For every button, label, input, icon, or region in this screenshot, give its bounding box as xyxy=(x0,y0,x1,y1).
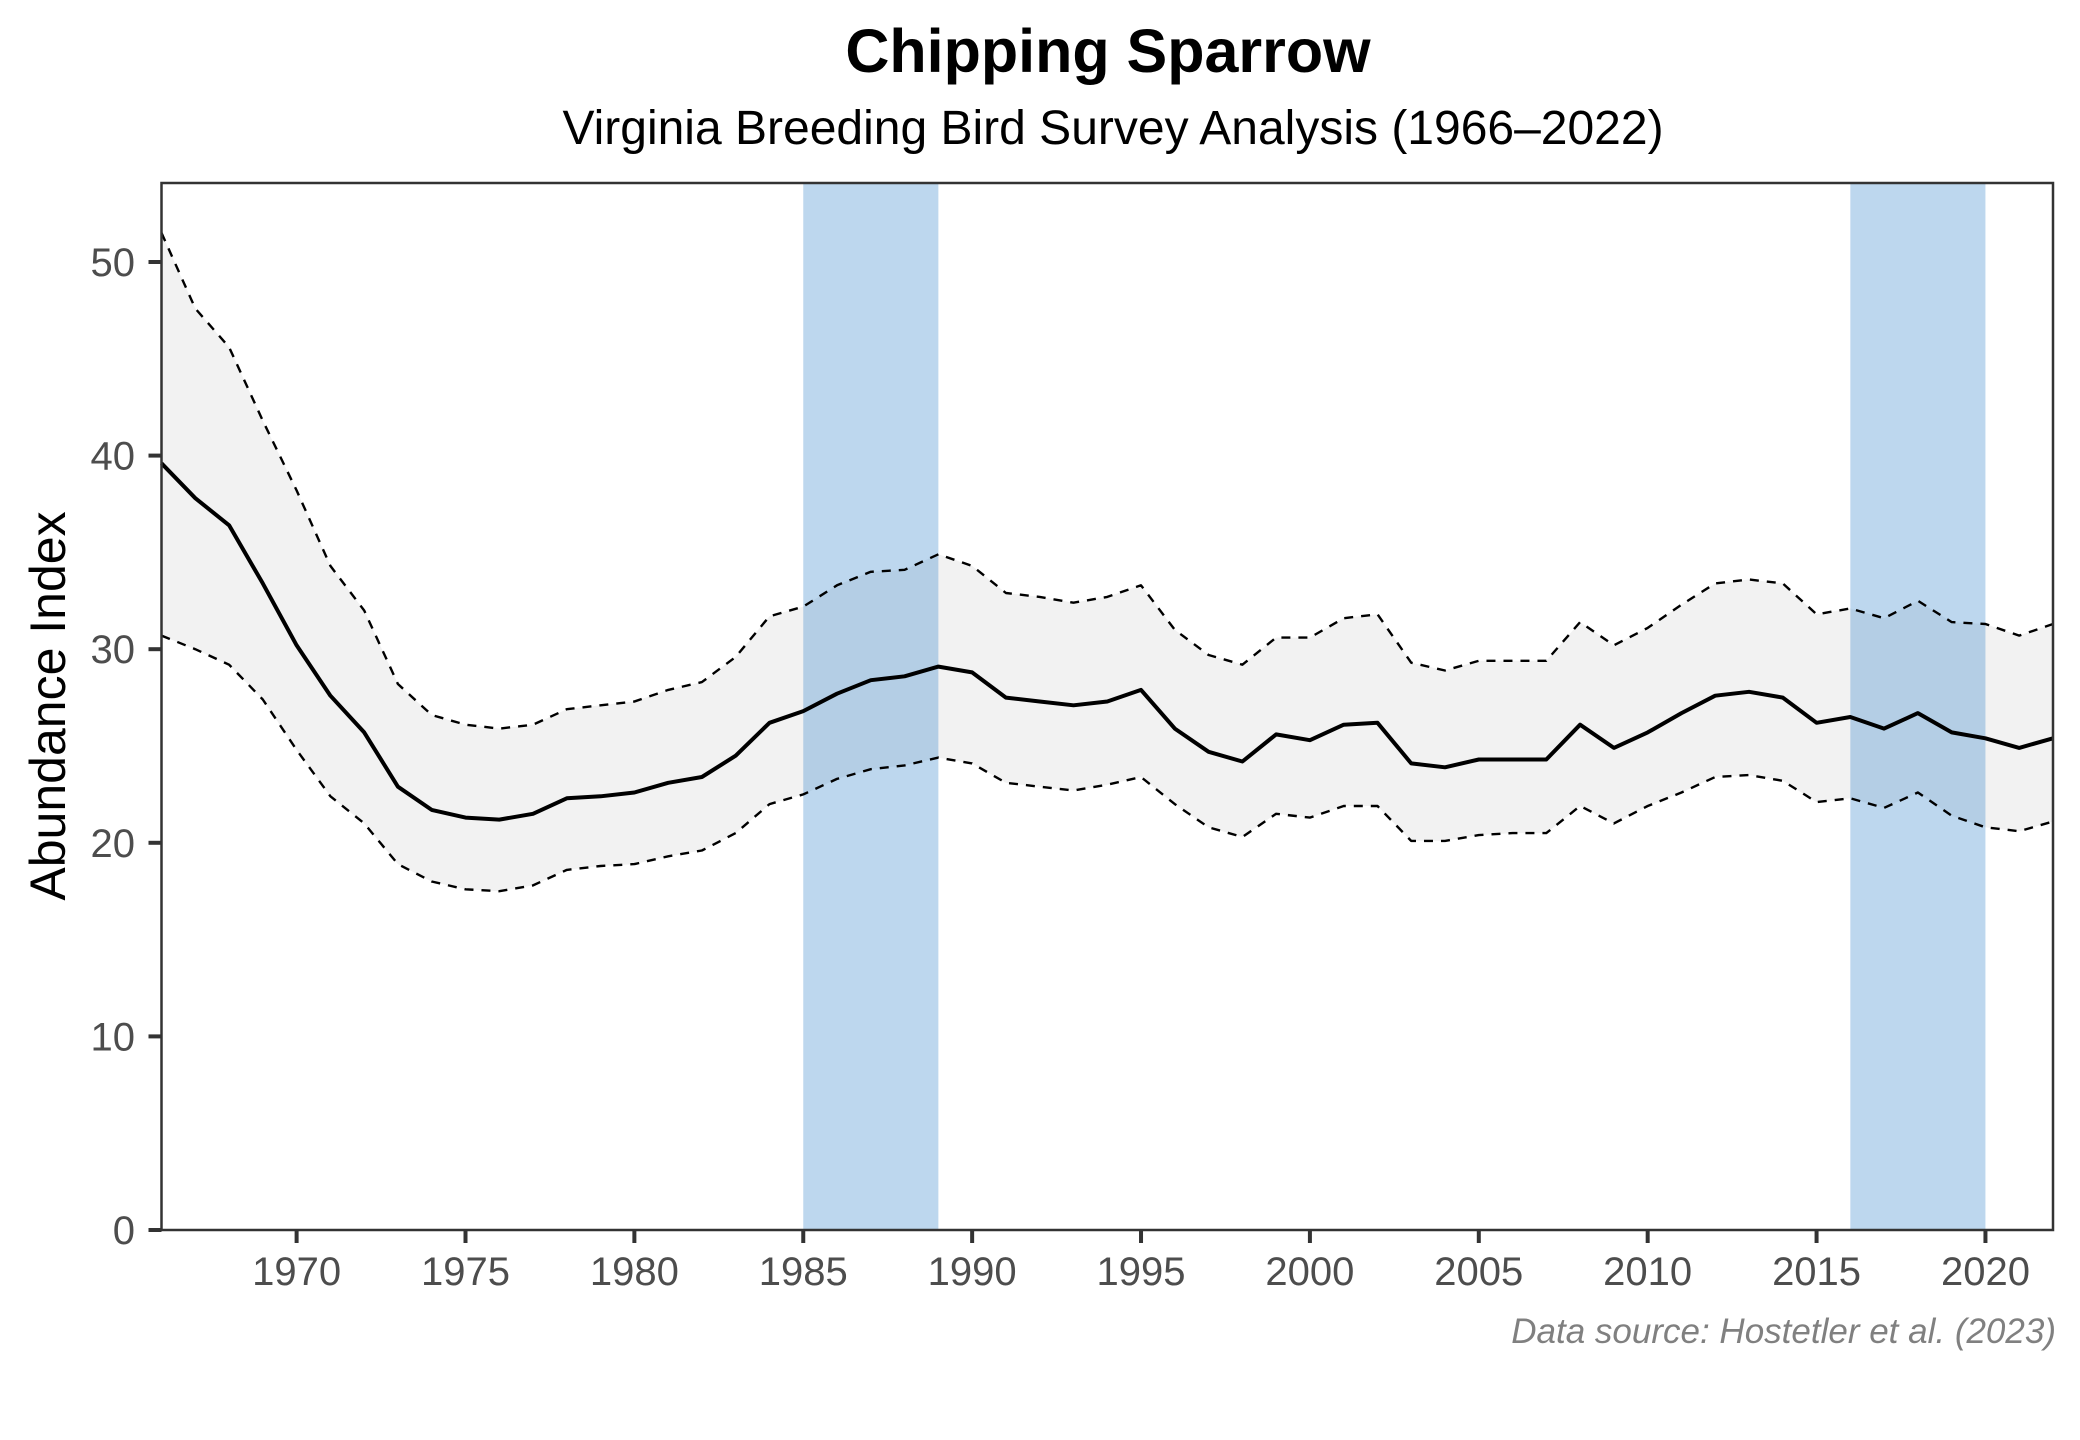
y-tick-label: 40 xyxy=(91,435,136,479)
x-tick-label: 2005 xyxy=(1434,1250,1523,1294)
y-tick-label: 0 xyxy=(113,1209,135,1253)
data-source-caption: Data source: Hostetler et al. (2023) xyxy=(1511,1312,2056,1351)
x-tick-label: 2000 xyxy=(1265,1250,1354,1294)
chart-title: Chipping Sparrow xyxy=(845,17,1371,85)
chart-subtitle: Virginia Breeding Bird Survey Analysis (… xyxy=(562,102,1663,155)
abundance-index-line xyxy=(160,461,2054,822)
y-tick-label: 50 xyxy=(91,241,136,285)
highlight-band-2016-2020 xyxy=(1850,183,1986,1230)
highlight-band-1985-1989 xyxy=(803,183,939,1230)
highlight-bands xyxy=(803,183,1986,1230)
panel-border xyxy=(160,181,2055,1232)
y-axis-title: Abundance Index xyxy=(20,511,76,900)
x-tick-label: 1995 xyxy=(1097,1250,1186,1294)
x-tick-label: 2020 xyxy=(1941,1250,2030,1294)
x-tick-label: 1975 xyxy=(421,1250,510,1294)
y-axis: 0 10 20 30 40 50 xyxy=(91,241,162,1253)
y-tick-label: 10 xyxy=(91,1015,136,1059)
x-tick-label: 1970 xyxy=(252,1250,341,1294)
credible-interval-ribbon xyxy=(161,232,2053,892)
plot-panel xyxy=(160,181,2055,1232)
x-axis: 1970 1975 1980 1985 1990 1995 2000 2005 2010 2015… xyxy=(252,1230,2030,1294)
x-tick-label: 2010 xyxy=(1603,1250,1692,1294)
x-tick-label: 1985 xyxy=(759,1250,848,1294)
x-tick-label: 2015 xyxy=(1772,1250,1861,1294)
x-tick-label: 1980 xyxy=(590,1250,679,1294)
x-tick-label: 1990 xyxy=(928,1250,1017,1294)
y-tick-label: 20 xyxy=(91,822,136,866)
upper-interval-line xyxy=(160,232,2054,730)
y-tick-label: 30 xyxy=(91,628,136,672)
